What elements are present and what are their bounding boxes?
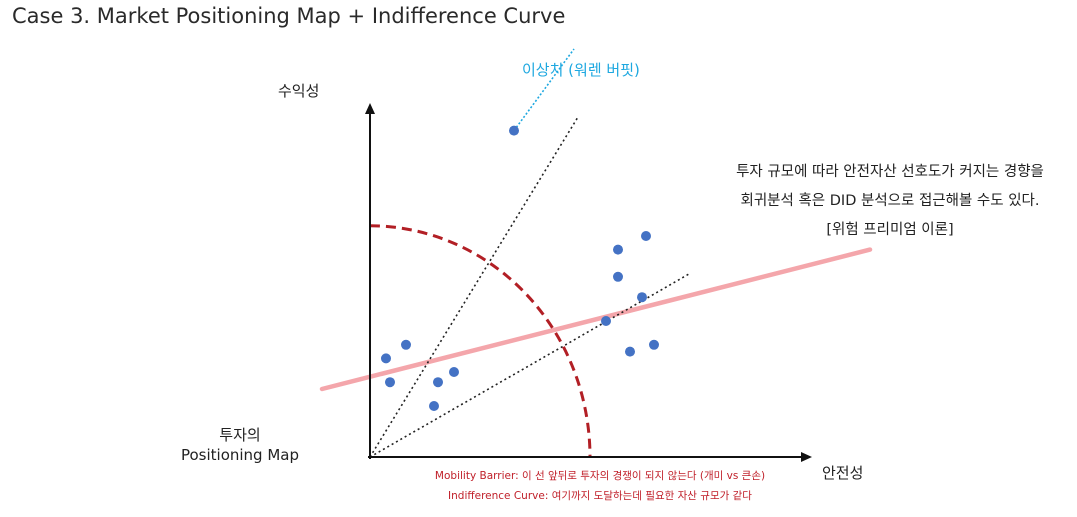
data-point-large bbox=[625, 346, 635, 357]
axes bbox=[365, 103, 812, 462]
data-point-outlier bbox=[509, 125, 519, 136]
data-point-small bbox=[433, 377, 443, 388]
data-point-large bbox=[613, 244, 623, 255]
outlier-pointer bbox=[513, 48, 575, 132]
annotation-text: 투자 규모에 따라 안전자산 선호도가 커지는 경향을 회귀분석 혹은 DID … bbox=[700, 158, 1077, 245]
data-point-small bbox=[449, 367, 459, 377]
map-label-line1: 투자의 bbox=[219, 426, 261, 444]
y-axis-label: 수익성 bbox=[278, 82, 320, 100]
annotation-line1: 투자 규모에 따라 안전자산 선호도가 커지는 경향을 bbox=[736, 164, 1044, 180]
data-point-small bbox=[385, 377, 395, 388]
indifference-curve-note: Indifference Curve: 여기까지 도달하는데 필요한 자산 규모… bbox=[448, 490, 752, 502]
data-points bbox=[381, 125, 659, 411]
x-axis-label: 안전성 bbox=[822, 464, 864, 482]
indifference-curve bbox=[369, 224, 592, 458]
map-label: 투자의 Positioning Map bbox=[170, 425, 310, 465]
annotation-line2: 회귀분석 혹은 DID 분석으로 접근해볼 수도 있다. bbox=[740, 193, 1040, 209]
data-point-small bbox=[401, 339, 411, 350]
data-point-large bbox=[641, 231, 651, 241]
data-point-large bbox=[637, 292, 647, 303]
trend-line bbox=[319, 247, 873, 392]
map-label-line2: Positioning Map bbox=[180, 446, 300, 464]
data-point-large bbox=[649, 339, 659, 350]
data-point-large bbox=[601, 316, 611, 326]
data-point-small bbox=[381, 353, 391, 364]
data-point-small bbox=[429, 401, 439, 411]
data-point-large bbox=[613, 271, 623, 282]
legend-notes: Mobility Barrier: 이 선 앞뒤로 투자의 경쟁이 되지 않는다… bbox=[390, 466, 810, 506]
annotation-line3: [위험 프리미엄 이론] bbox=[826, 222, 954, 238]
mobility-barrier-note: Mobility Barrier: 이 선 앞뒤로 투자의 경쟁이 되지 않는다… bbox=[434, 470, 766, 482]
guide-lines bbox=[319, 48, 873, 458]
outlier-label: 이상치 (워렌 버핏) bbox=[522, 61, 640, 79]
mobility-barrier-line-1 bbox=[369, 116, 579, 458]
y-axis-arrow bbox=[365, 103, 375, 114]
mobility-barrier-line-2 bbox=[369, 272, 691, 458]
x-axis-arrow bbox=[801, 452, 812, 462]
page-title: Case 3. Market Positioning Map + Indiffe… bbox=[12, 4, 566, 28]
